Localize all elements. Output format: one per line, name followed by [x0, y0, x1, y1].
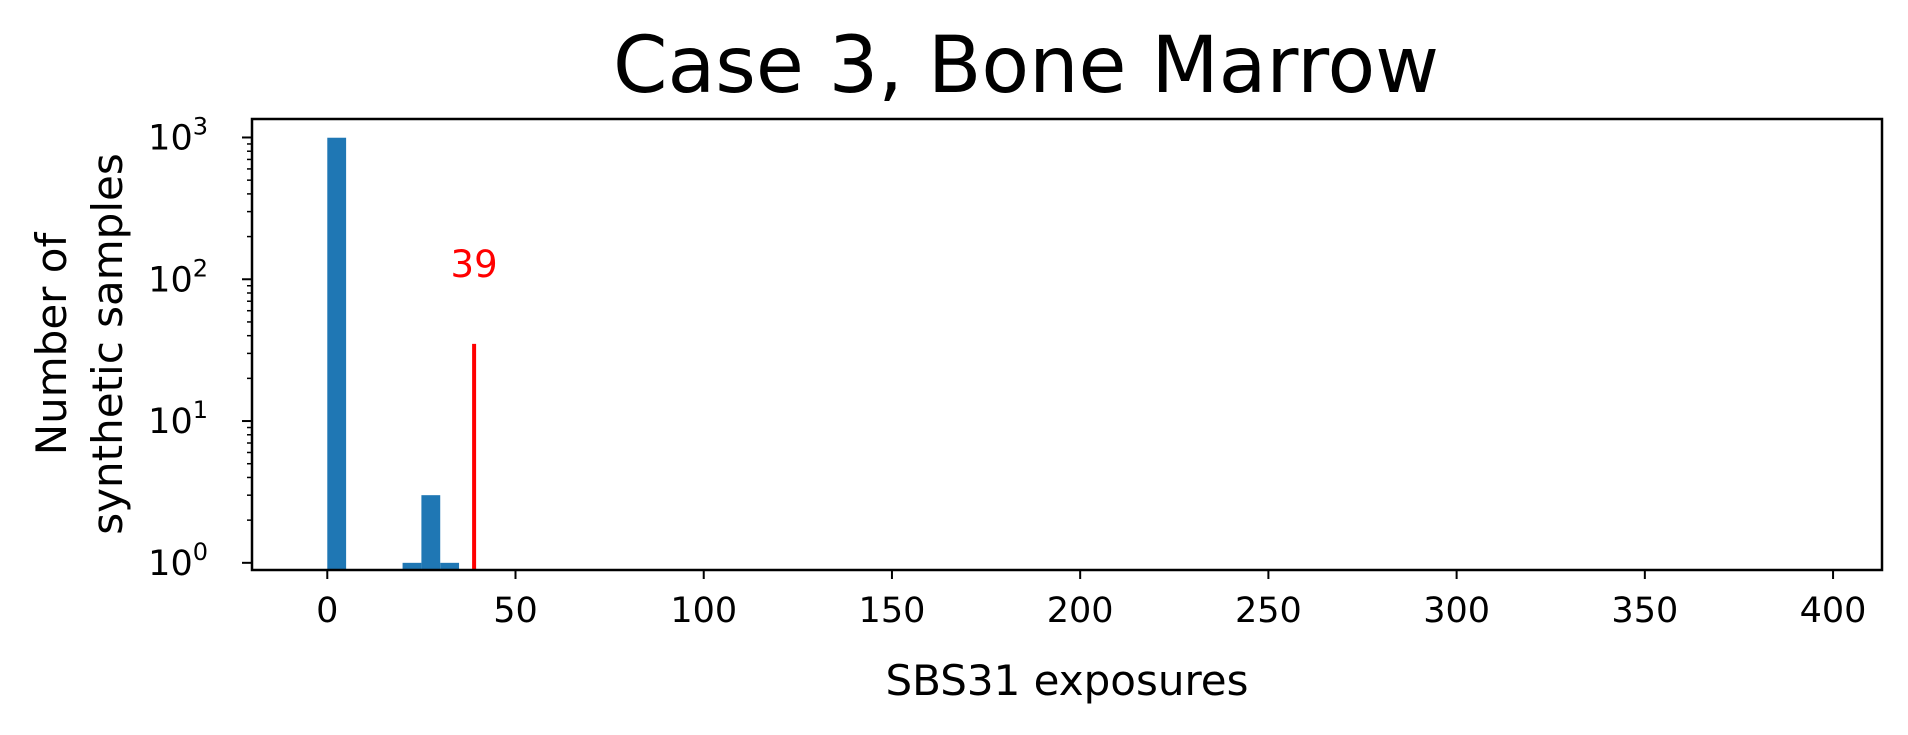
y-tick-exp-1: 1: [193, 396, 208, 424]
y-tick-label-0: 100: [148, 538, 208, 584]
x-tick-label-0: 0: [316, 591, 338, 631]
y-tick-exp-0: 0: [193, 538, 208, 566]
y-axis-label: Number of synthetic samples: [27, 153, 132, 534]
plot-area: 39: [250, 117, 1884, 572]
marker-label: 39: [451, 243, 498, 286]
x-tick-label-2: 100: [670, 591, 737, 631]
marker: 39: [451, 243, 498, 570]
y-tick-base-0: 10: [148, 544, 193, 584]
bar-0: [327, 137, 347, 570]
plot-frame: [250, 117, 1884, 572]
x-tick-label-6: 300: [1423, 591, 1490, 631]
y-axis-label-line2: synthetic samples: [83, 153, 132, 534]
bar-1: [402, 562, 422, 570]
y-tick-label-2: 102: [148, 254, 208, 300]
y-tick-label-1: 101: [148, 396, 208, 442]
y-axis-label-line1: Number of: [27, 232, 76, 456]
x-axis: 0 50 100 150 200 250 300 350 400: [316, 570, 1866, 631]
x-tick-label-5: 250: [1235, 591, 1302, 631]
y-tick-base-3: 10: [148, 118, 193, 158]
bar-2: [421, 495, 441, 570]
bar-3: [440, 562, 460, 570]
chart-title: Case 3, Bone Marrow: [613, 21, 1439, 111]
x-tick-label-1: 50: [493, 591, 538, 631]
y-tick-base-1: 10: [148, 402, 193, 442]
y-tick-base-2: 10: [148, 260, 193, 300]
y-tick-label-3: 103: [148, 112, 208, 158]
bars: [327, 137, 460, 570]
x-tick-label-3: 150: [859, 591, 926, 631]
x-tick-label-8: 400: [1800, 591, 1867, 631]
y-tick-exp-2: 2: [193, 254, 208, 282]
x-tick-label-4: 200: [1047, 591, 1114, 631]
y-tick-exp-3: 3: [193, 112, 208, 140]
x-axis-label: SBS31 exposures: [885, 656, 1248, 705]
x-tick-label-7: 350: [1611, 591, 1678, 631]
